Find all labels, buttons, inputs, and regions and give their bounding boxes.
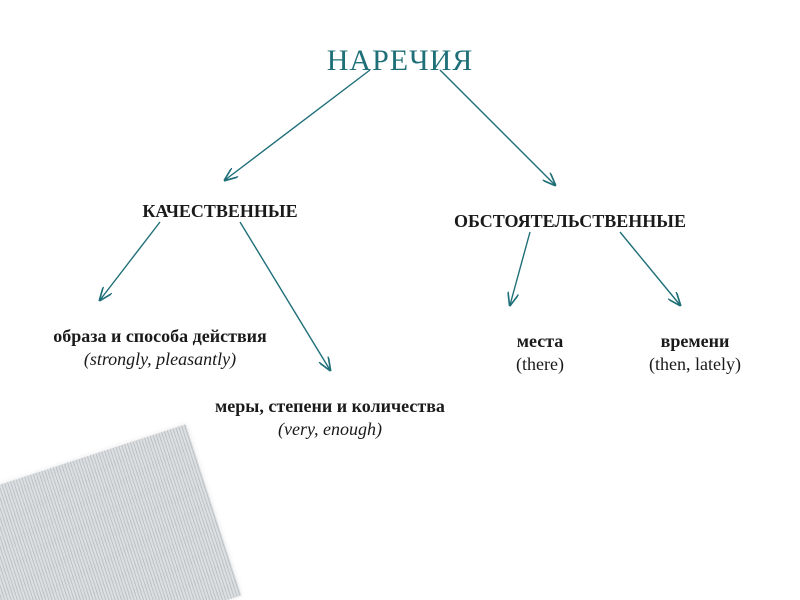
- corner-decoration: [0, 424, 241, 600]
- branch-qualitative: КАЧЕСТВЕННЫЕ: [60, 200, 380, 223]
- leaf-manner: образа и способа действия (strongly, ple…: [0, 325, 320, 370]
- leaf-time-example: (then, lately): [535, 353, 800, 376]
- leaf-manner-example: (strongly, pleasantly): [0, 348, 320, 371]
- leaf-degree-label: меры, степени и количества: [170, 395, 490, 418]
- leaf-time: времени (then, lately): [535, 330, 800, 375]
- leaf-degree-example: (very, enough): [170, 418, 490, 441]
- leaf-manner-label: образа и способа действия: [0, 325, 320, 348]
- leaf-degree: меры, степени и количества (very, enough…: [170, 395, 490, 440]
- diagram-title: НАРЕЧИЯ: [240, 42, 560, 80]
- leaf-time-label: времени: [535, 330, 800, 353]
- branch-circumstantial: ОБСТОЯТЕЛЬСТВЕННЫЕ: [410, 210, 730, 233]
